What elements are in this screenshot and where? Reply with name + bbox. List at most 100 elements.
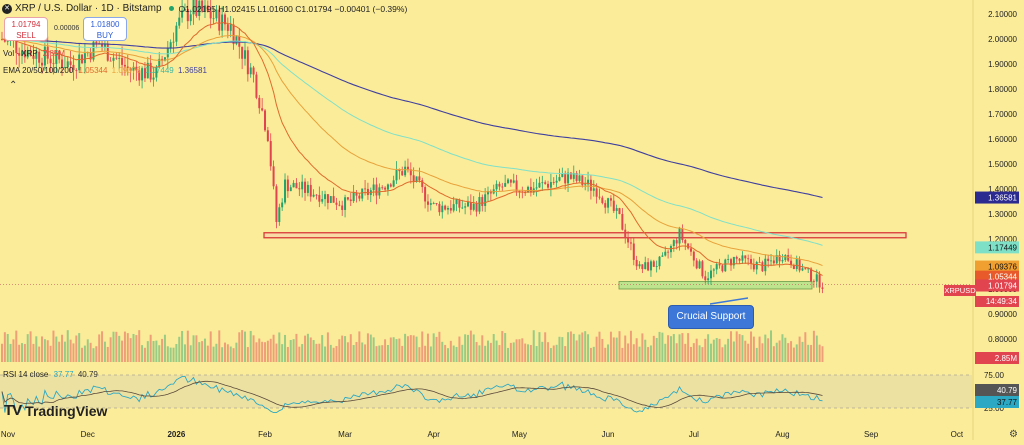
countdown-tag-text: 14:49:34	[986, 297, 1018, 306]
volume-bar	[604, 347, 607, 362]
volume-bar	[292, 339, 295, 362]
symbol-tag-bg	[944, 285, 976, 296]
callout-text: Crucial Support	[676, 311, 746, 322]
volume-bar	[527, 344, 530, 362]
support-zone	[618, 281, 813, 290]
candle-body	[418, 176, 421, 181]
candle-body	[15, 40, 18, 54]
volume-bar	[166, 346, 169, 362]
candle-body	[687, 243, 690, 249]
rsi-tag-bg	[975, 396, 1019, 408]
volume-bar	[312, 340, 315, 362]
volume-legend[interactable]: Vol · XRP 2.85M	[3, 49, 65, 58]
volume-bar	[306, 333, 309, 362]
volume-bar	[92, 348, 95, 362]
candle-body	[475, 203, 478, 212]
crucial-support-callout[interactable]: Crucial Support	[668, 305, 754, 329]
candle-body	[607, 198, 610, 208]
volume-bar	[329, 344, 332, 362]
candle-body	[346, 197, 349, 200]
candle-body	[295, 182, 298, 189]
volume-bar	[435, 336, 438, 362]
volume-bar	[341, 335, 344, 362]
volume-bar	[478, 345, 481, 362]
candle-body	[701, 261, 704, 277]
candle-body	[352, 192, 355, 202]
buy-button[interactable]: 1.01800 BUY	[83, 17, 127, 41]
candle-body	[792, 264, 795, 269]
rsi-ma-tag-text: 40.79	[997, 386, 1018, 395]
symbol-header[interactable]: ✕ XRP / U.S. Dollar · 1D · Bitstamp O1.0…	[2, 3, 407, 14]
candle-body	[515, 180, 518, 192]
volume-bar	[238, 332, 241, 362]
volume-bar	[43, 339, 46, 362]
volume-bar	[121, 340, 124, 362]
candle-body	[772, 260, 775, 264]
volume-bar	[58, 341, 61, 362]
candle-body	[675, 240, 678, 244]
volume-bar	[675, 343, 678, 362]
volume-bar	[243, 331, 247, 362]
rsi-legend[interactable]: RSI 14 close 37.77 40.79	[3, 370, 98, 379]
candle-body	[747, 258, 750, 260]
ema-legend[interactable]: EMA 20/50/100/200 1.05344 1.09376 1.1744…	[3, 66, 207, 75]
price-tick-label: 0.80000	[988, 335, 1017, 344]
time-axis-label: 2026	[167, 430, 185, 439]
price-tick-label: 1.60000	[988, 135, 1017, 144]
volume-bar	[149, 334, 152, 362]
candle-body	[315, 194, 318, 196]
tradingview-brand[interactable]: TV TradingView	[4, 402, 107, 419]
symbol-title[interactable]: XRP / U.S. Dollar · 1D · Bitstamp	[15, 3, 162, 14]
volume-bar	[790, 341, 793, 362]
volume-bar	[721, 347, 724, 362]
volume-bar	[421, 331, 424, 362]
candle-body	[366, 188, 369, 195]
volume-bar	[444, 344, 447, 362]
volume-bar	[644, 339, 647, 362]
candle-body	[292, 182, 295, 188]
settings-icon[interactable]: ⚙	[1009, 429, 1018, 440]
candle-body	[818, 274, 821, 288]
candle-body	[172, 41, 175, 43]
price-tick-label: 1.80000	[988, 85, 1017, 94]
time-axis-label: Jul	[689, 430, 699, 439]
rsi-tick-label: 75.00	[984, 371, 1005, 380]
volume-bar	[464, 334, 467, 362]
volume-bar	[349, 334, 352, 362]
candle-layer	[0, 0, 824, 294]
time-axis-label: May	[512, 430, 527, 439]
volume-bar	[569, 331, 572, 362]
candle-body	[406, 166, 409, 170]
volume-bar	[581, 332, 584, 362]
volume-bar	[123, 331, 126, 362]
volume-bar	[252, 335, 255, 362]
sell-button[interactable]: 1.01794 SELL	[4, 17, 48, 41]
price-tick-label: 2.00000	[988, 35, 1017, 44]
volume-bar	[798, 336, 801, 362]
volume-bar	[578, 334, 581, 362]
rsi-ma-value: 40.79	[77, 370, 98, 379]
volume-bar	[289, 340, 292, 362]
price-tick-label: 1.30000	[988, 210, 1017, 219]
volume-bar	[704, 338, 707, 362]
volume-bar	[461, 344, 464, 362]
rsi-ma-tag: 40.79	[975, 384, 1019, 396]
volume-bar	[281, 344, 284, 362]
candle-body	[535, 187, 538, 189]
candle-body	[252, 67, 255, 75]
volume-bar	[449, 340, 452, 362]
volume-bar	[9, 343, 12, 362]
volume-bar	[6, 333, 9, 362]
candle-body	[206, 5, 209, 12]
volume-bar	[29, 331, 32, 362]
volume-bar	[364, 344, 367, 362]
volume-bar	[712, 339, 715, 362]
volume-bar	[535, 346, 538, 362]
candle-body	[163, 57, 166, 61]
candle-body	[389, 184, 392, 187]
volume-bar	[518, 339, 521, 362]
collapse-legend-icon[interactable]: ⌃	[9, 80, 18, 91]
volume-bar	[732, 341, 735, 362]
volume-bar	[567, 332, 570, 362]
